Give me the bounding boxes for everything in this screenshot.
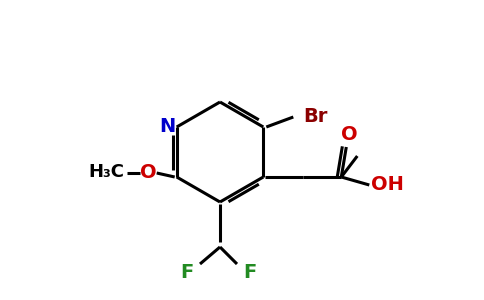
Text: Br: Br <box>303 106 328 125</box>
Text: F: F <box>243 263 257 283</box>
Text: N: N <box>160 116 176 136</box>
Text: F: F <box>181 263 194 283</box>
Text: OH: OH <box>371 176 404 194</box>
Text: O: O <box>341 125 358 145</box>
Text: H₃C: H₃C <box>89 163 125 181</box>
Text: O: O <box>140 163 157 182</box>
